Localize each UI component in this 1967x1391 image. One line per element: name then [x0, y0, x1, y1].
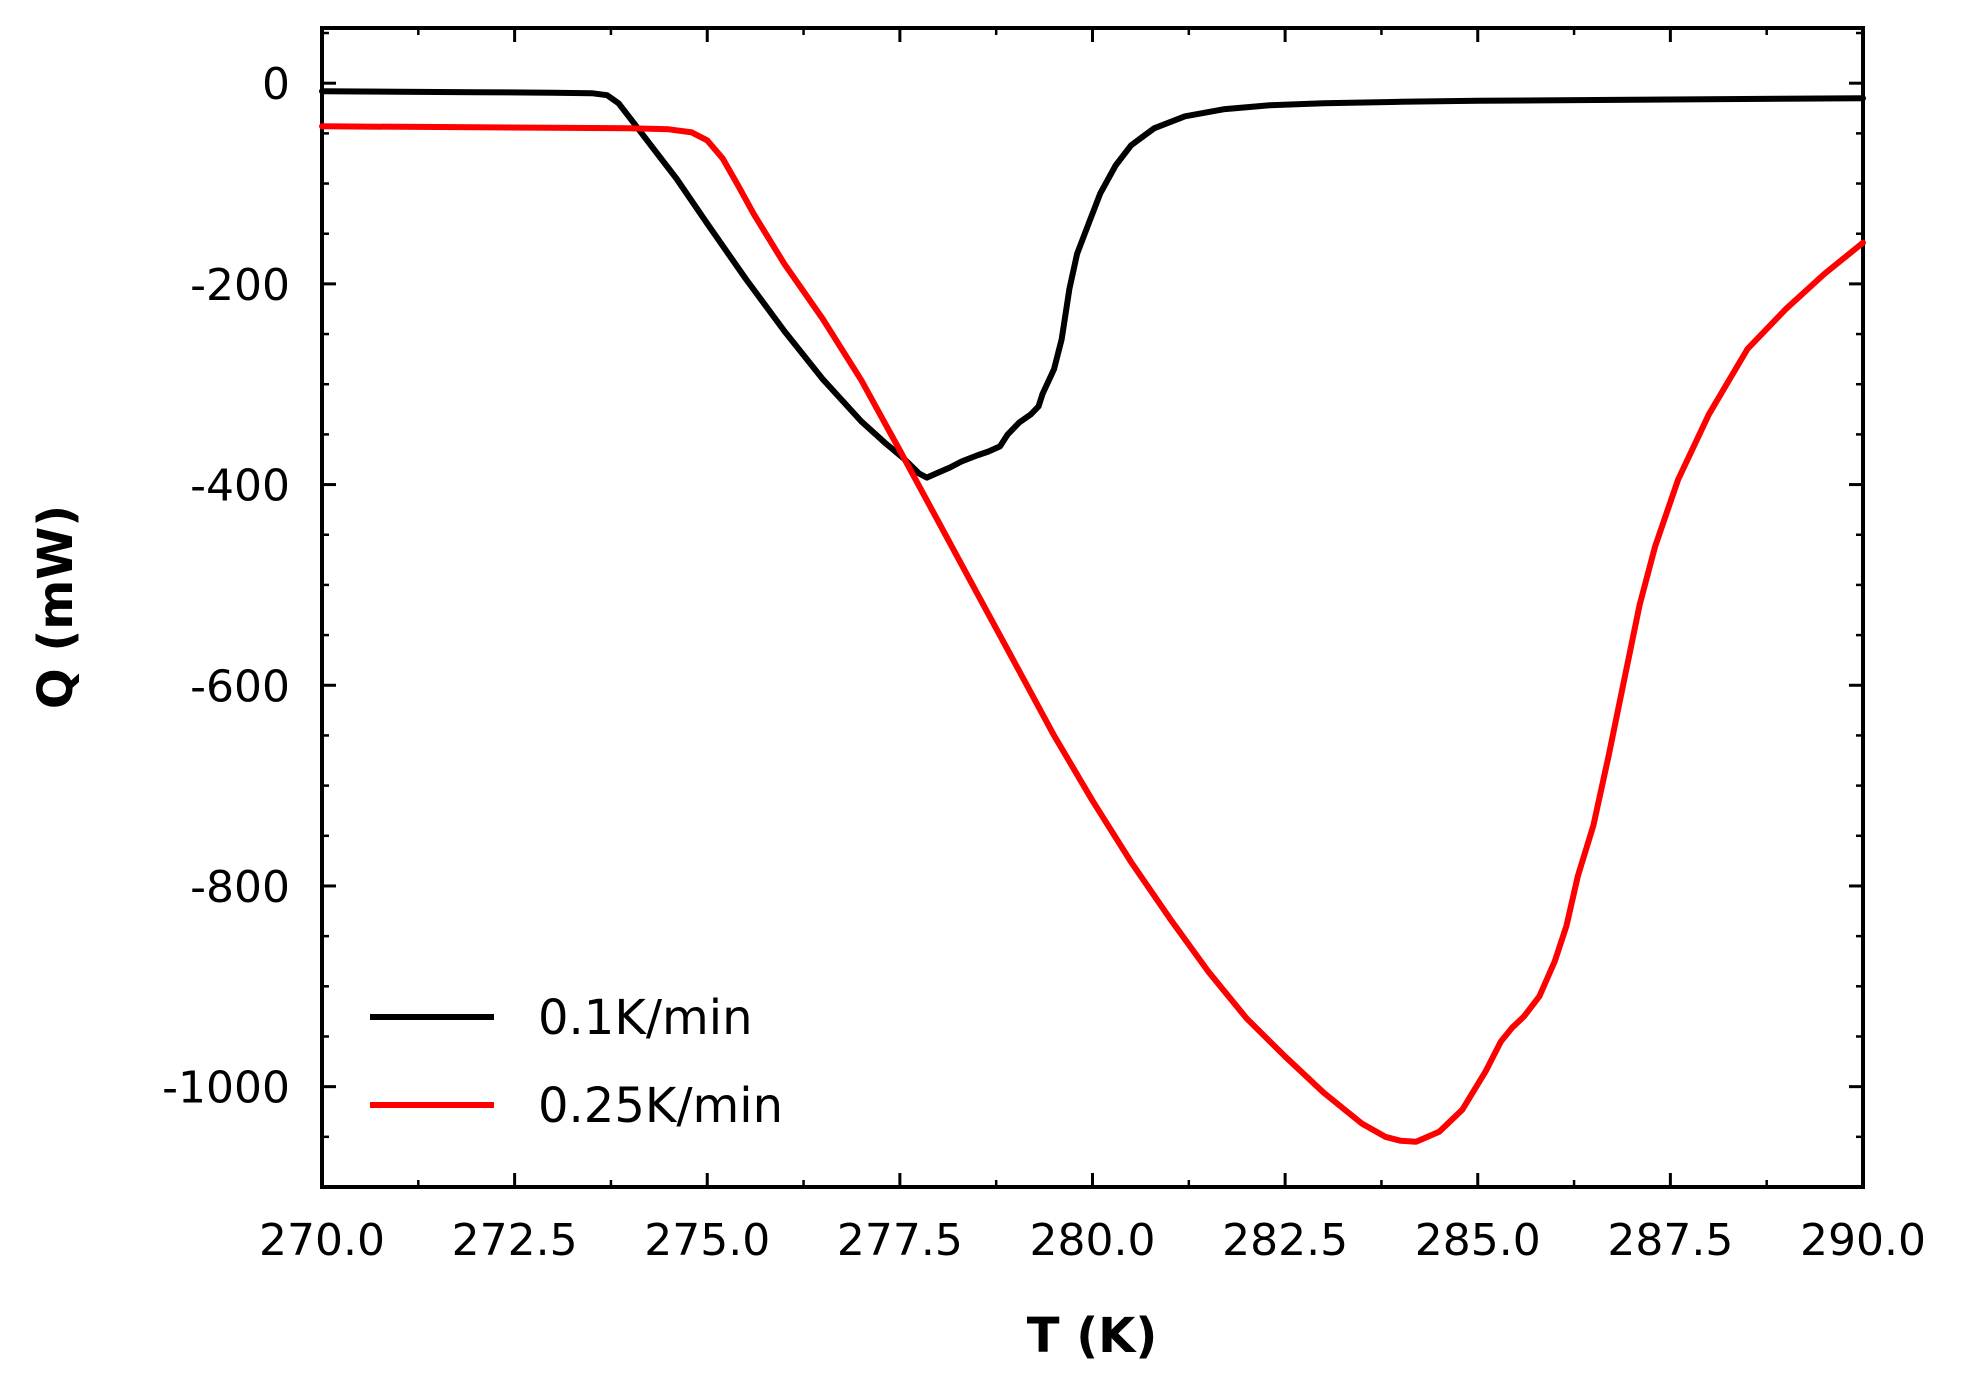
x-axis-title: T (K) — [1027, 1308, 1158, 1364]
x-tick-label: 272.5 — [452, 1215, 578, 1266]
y-axis-title: Q (mW) — [28, 505, 84, 709]
y-tick-label: -800 — [190, 862, 290, 913]
x-tick-label: 270.0 — [259, 1215, 385, 1266]
x-tick-label: 285.0 — [1415, 1215, 1541, 1266]
y-tick-label: -1000 — [162, 1063, 290, 1114]
y-tick-label: -600 — [190, 661, 290, 712]
x-tick-label: 277.5 — [837, 1215, 963, 1266]
series-layer — [319, 88, 1866, 1145]
series-line-0.1K-min — [319, 88, 1866, 481]
legend-label-0.25K-min: 0.25K/min — [538, 1078, 783, 1134]
x-tick-label: 280.0 — [1030, 1215, 1156, 1266]
x-tick-label: 290.0 — [1800, 1215, 1926, 1266]
y-tick-label: 0 — [262, 59, 290, 110]
y-tick-label: -200 — [190, 260, 290, 311]
x-tick-label: 287.5 — [1607, 1215, 1733, 1266]
x-tick-label: 275.0 — [644, 1215, 770, 1266]
x-tick-label: 282.5 — [1222, 1215, 1348, 1266]
legend-label-0.1K-min: 0.1K/min — [538, 990, 753, 1046]
y-tick-label: -400 — [190, 461, 290, 512]
series-line-0.25K-min — [319, 123, 1866, 1145]
axis-ticks: 270.0 272.5 275.0 277.5 280.0 282.5 285.0 287.5… — [162, 28, 1926, 1266]
legend: 0.1K/min 0.25K/min — [370, 990, 783, 1134]
